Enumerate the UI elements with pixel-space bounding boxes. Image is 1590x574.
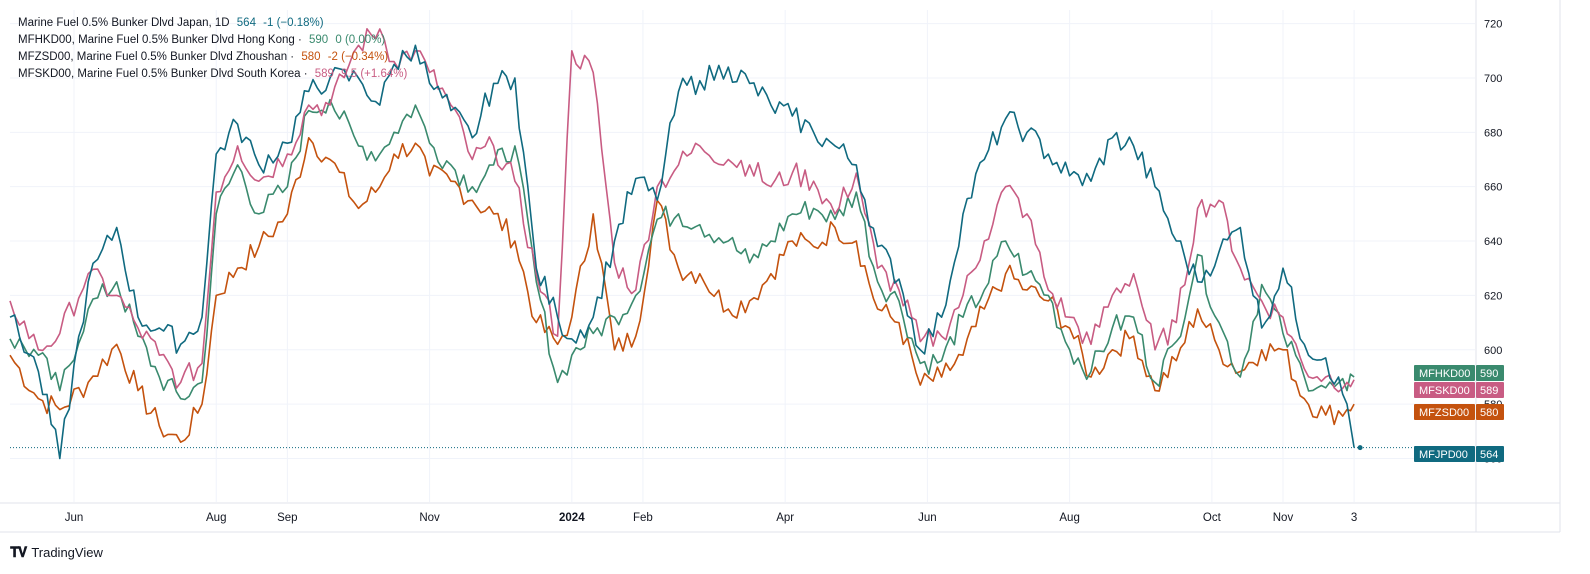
legend-change: -2 (−0.34%) — [327, 51, 389, 63]
legend-value: 589 — [314, 68, 334, 80]
series-line-MFSKD00[interactable] — [9, 28, 1355, 393]
price-tag-symbol-bg — [1414, 404, 1475, 420]
y-tick-label: 660 — [1484, 182, 1502, 194]
price-tag-value: 580 — [1480, 407, 1498, 419]
x-tick-label: Jun — [65, 512, 84, 524]
legend-row-hongkong[interactable]: MFHKD00, Marine Fuel 0.5% Bunker Dlvd Ho… — [18, 32, 407, 49]
x-tick-label: Nov — [419, 512, 440, 524]
price-tag-value: 564 — [1480, 449, 1498, 461]
y-tick-label: 680 — [1484, 127, 1502, 139]
legend: Marine Fuel 0.5% Bunker Dlvd Japan, 1D 5… — [18, 15, 407, 83]
x-tick-label: Sep — [277, 512, 297, 524]
price-tag-MFSKD00[interactable]: MFSKD00 589 — [1414, 382, 1504, 398]
legend-change: 9.5 (+1.64%) — [341, 68, 408, 80]
price-tag-value-bg — [1476, 446, 1504, 462]
x-tick-label: Feb — [633, 512, 653, 524]
price-tag-symbol-bg — [1414, 382, 1475, 398]
tradingview-logo-icon: 𝐓𝐕 — [10, 544, 27, 560]
legend-value: 590 — [309, 34, 329, 46]
legend-change: -1 (−0.18%) — [263, 17, 324, 29]
tradingview-brand[interactable]: 𝐓𝐕 TradingView — [10, 544, 103, 561]
y-tick-label: 640 — [1484, 236, 1502, 248]
brand-label: TradingView — [31, 545, 103, 560]
y-tick-label: 700 — [1484, 73, 1502, 85]
y-tick-label: 600 — [1484, 345, 1502, 357]
legend-value: 564 — [236, 17, 256, 29]
series-line-MFHKD00[interactable] — [9, 98, 1355, 401]
x-tick-label: Apr — [776, 512, 794, 524]
price-tag-symbol: MFSKD00 — [1419, 385, 1470, 397]
x-tick-label: 2024 — [559, 512, 585, 524]
x-tick-label: Nov — [1273, 512, 1294, 524]
y-tick-label: 720 — [1484, 19, 1502, 31]
legend-row-korea[interactable]: MFSKD00, Marine Fuel 0.5% Bunker Dlvd So… — [18, 66, 407, 83]
last-point-MFJPD00 — [1357, 445, 1363, 451]
price-tags: MFHKD00 590 MFSKD00 589 MFZSD00 580 MFJPD00 564 — [1414, 365, 1504, 462]
legend-change: 0 (0.00%) — [335, 34, 386, 46]
y-tick-label: 620 — [1484, 290, 1502, 302]
series-line-MFZSD00[interactable] — [9, 137, 1355, 443]
price-tag-MFHKD00[interactable]: MFHKD00 590 — [1414, 365, 1504, 381]
price-tag-value: 590 — [1480, 368, 1498, 380]
price-tag-symbol: MFZSD00 — [1419, 407, 1469, 419]
legend-label: Marine Fuel 0.5% Bunker Dlvd Japan, 1D — [18, 17, 230, 29]
price-tag-value: 589 — [1480, 385, 1498, 397]
series-line-MFJPD00[interactable] — [9, 44, 1355, 460]
legend-value: 580 — [301, 51, 321, 63]
price-tag-symbol: MFJPD00 — [1419, 449, 1468, 461]
price-tag-value-bg — [1476, 382, 1504, 398]
x-tick-label: Aug — [206, 512, 226, 524]
legend-label: MFSKD00, Marine Fuel 0.5% Bunker Dlvd So… — [18, 68, 308, 80]
legend-label: MFZSD00, Marine Fuel 0.5% Bunker Dlvd Zh… — [18, 51, 295, 63]
x-tick-label: Aug — [1059, 512, 1079, 524]
legend-row-zhoushan[interactable]: MFZSD00, Marine Fuel 0.5% Bunker Dlvd Zh… — [18, 49, 407, 66]
legend-label: MFHKD00, Marine Fuel 0.5% Bunker Dlvd Ho… — [18, 34, 302, 46]
price-tag-symbol-bg — [1414, 365, 1475, 381]
x-tick-label: Oct — [1203, 512, 1222, 524]
x-tick-label: 3 — [1351, 512, 1357, 524]
price-tag-value-bg — [1476, 365, 1504, 381]
price-tag-value-bg — [1476, 404, 1504, 420]
price-tag-symbol: MFHKD00 — [1419, 368, 1470, 380]
x-tick-label: Jun — [918, 512, 937, 524]
series-layer — [9, 28, 1476, 460]
price-tag-symbol-bg — [1414, 446, 1475, 462]
grid-lines — [10, 10, 1475, 502]
price-tag-MFZSD00[interactable]: MFZSD00 580 — [1414, 404, 1504, 420]
price-tag-MFJPD00[interactable]: MFJPD00 564 — [1414, 446, 1504, 462]
legend-row-japan[interactable]: Marine Fuel 0.5% Bunker Dlvd Japan, 1D 5… — [18, 15, 407, 32]
